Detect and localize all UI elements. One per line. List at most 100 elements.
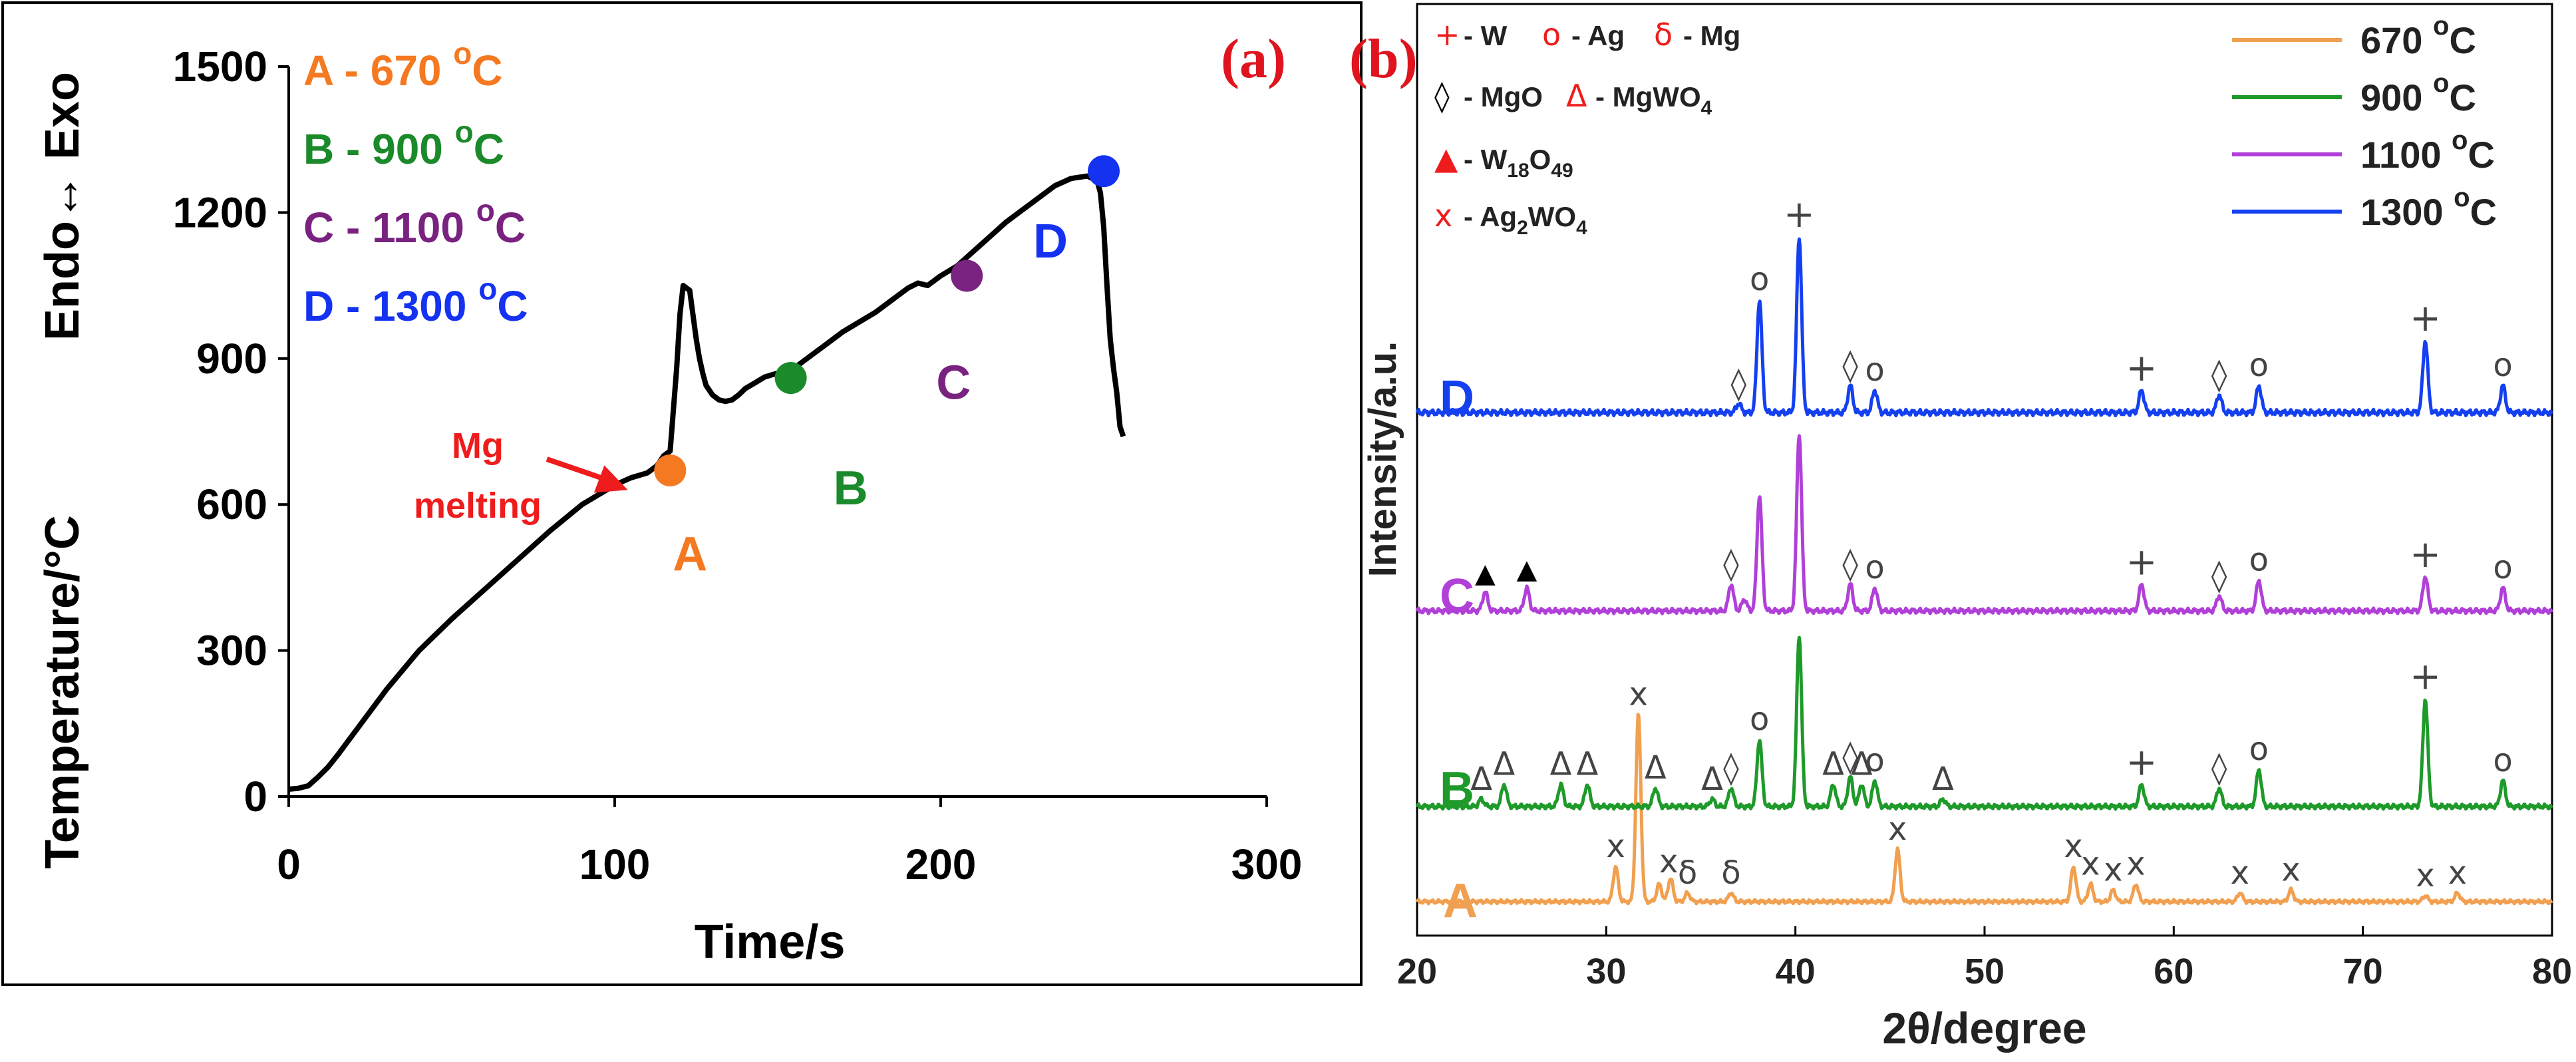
point-label-d: D <box>1033 215 1068 268</box>
peak-label: o <box>1750 701 1769 738</box>
peak-label: x <box>2231 854 2249 892</box>
point-a <box>654 454 687 487</box>
peak-label: x <box>2416 857 2434 894</box>
panel-b-traces <box>1415 237 2554 906</box>
peak-label: δ <box>1721 854 1740 892</box>
panel-b-x-tick-label: 50 <box>1965 952 2005 991</box>
panel-a-x-tick-label: 200 <box>905 840 977 888</box>
panel-b-label: (b) <box>1349 28 1418 90</box>
panel-a-x-tick-label: 100 <box>579 840 651 888</box>
panel-a-y-ticks: 0 300 600 900 1200 1500 <box>173 43 289 820</box>
series-label-b: B <box>1440 763 1474 816</box>
series-legend-label-1: 900 oC <box>2360 69 2476 118</box>
panel-a-frame <box>1 1 1363 986</box>
phase-mgwo4-symbol: Δ <box>1566 78 1587 114</box>
peak-label: ◊ <box>2211 749 2227 787</box>
panel-a-y-tick-label: 1200 <box>173 188 267 236</box>
phase-ag2wo4-symbol: x <box>1434 198 1452 234</box>
phase-w-text: - W <box>1464 20 1508 51</box>
panel-a-label: (a) <box>1221 28 1286 90</box>
peak-label: x <box>2281 851 2300 888</box>
peak-label: ▲ <box>1517 554 1537 585</box>
panel-a-x-axis-label: Time/s <box>695 916 846 969</box>
trace-a <box>1415 713 2553 906</box>
phase-w18o49-symbol: ▲ <box>1434 140 1458 176</box>
panel-b-x-tick-label: 20 <box>1397 952 1437 991</box>
trace-c <box>1415 434 2553 616</box>
peak-label: Δ <box>1550 745 1572 783</box>
panel-a-x-tick-label: 300 <box>1231 840 1303 888</box>
legend-item-a: A - 670 oC <box>303 36 503 94</box>
point-label-a: A <box>673 528 707 581</box>
peak-label: x <box>1629 675 1647 713</box>
panel-b-peak-labels: xxx δ δx xx x x x x x xΔ Δ Δ Δ Δ Δ ◊oΔ◊Δo Δ + ◊ o+o▲ ▲ ◊ ◊ o + ◊ o… <box>1470 193 2513 894</box>
peak-label: + <box>2126 347 2158 390</box>
peak-label: o <box>1865 742 1884 779</box>
point-label-c: C <box>936 356 971 409</box>
panel-b-x-tick-label: 30 <box>1586 952 1626 991</box>
series-legend-label-3: 1300 oC <box>2360 183 2497 233</box>
peak-label: x <box>2126 846 2145 883</box>
mg-melting-annotation: Mg melting <box>414 426 628 526</box>
legend-item-b: B - 900 oC <box>303 114 504 173</box>
series-label-c: C <box>1440 570 1474 623</box>
peak-label: ◊ <box>1842 545 1858 582</box>
panel-a-y-axis-label-endo-exo: Endo↔ Exo <box>36 72 89 341</box>
peak-label: o <box>2249 731 2269 768</box>
peak-label: + <box>1784 193 1815 236</box>
peak-label: + <box>2410 655 2441 699</box>
panel-b-x-tick-label: 80 <box>2532 952 2572 991</box>
peak-label: x <box>2448 854 2467 892</box>
panel-b-chart: 20 30 40 50 60 70 80 xxx δ δx xx x x x x x xΔ Δ Δ Δ Δ Δ ◊oΔ◊Δ… <box>1349 3 2572 1053</box>
phase-ag-symbol: o <box>1542 17 1561 53</box>
panel-a-y-tick-label: 300 <box>196 627 267 675</box>
peak-label: o <box>2249 542 2269 579</box>
peak-label: x <box>2104 851 2122 888</box>
panel-b-x-tick-label: 60 <box>2154 952 2193 991</box>
peak-label: x <box>1606 828 1625 865</box>
panel-b-y-axis-label: Intensity/a.u. <box>1361 341 1404 578</box>
series-label-d: D <box>1440 371 1474 425</box>
phase-mg-symbol: δ <box>1654 17 1673 53</box>
panel-b-x-tick-label: 40 <box>1776 952 1816 991</box>
peak-label: o <box>1865 549 1884 586</box>
panel-b-x-tick-label: 70 <box>2343 952 2383 991</box>
peak-label: ◊ <box>1842 738 1858 775</box>
panel-b-series-legend: 670 oC 900 oC 1100 oC 1300 oC <box>2232 11 2497 233</box>
phase-mg-text: - Mg <box>1683 20 1740 51</box>
series-legend-label-2: 1100 oC <box>2360 126 2495 176</box>
peak-label: + <box>2410 533 2441 576</box>
peak-label: Δ <box>1851 745 1873 783</box>
peak-label: o <box>1750 261 1769 298</box>
panel-a-legend: A - 670 oC B - 900 oC C - 1100 oC D - 1300 … <box>303 36 528 330</box>
panel-a-points: A B C D <box>654 155 1120 581</box>
peak-label: ◊ <box>2211 356 2227 393</box>
peak-label: + <box>2410 297 2441 340</box>
mg-melting-label-line1: Mg <box>452 426 504 466</box>
peak-label: o <box>1865 351 1884 389</box>
peak-label: Δ <box>1470 761 1492 798</box>
trace-d <box>1415 237 2554 418</box>
panel-a-y-tick-label: 1500 <box>173 43 267 90</box>
phase-mgo-symbol: ◊ <box>1434 78 1450 114</box>
point-c <box>951 260 983 292</box>
peak-label: ◊ <box>1842 347 1858 384</box>
legend-item-c: C - 1100 oC <box>303 193 526 252</box>
peak-label: ◊ <box>1731 365 1747 402</box>
peak-label: ◊ <box>1723 749 1739 787</box>
mg-melting-arrowhead <box>593 465 628 493</box>
peak-label: x <box>2064 828 2082 865</box>
panel-a-x-ticks: 0 100 200 300 <box>277 796 1302 888</box>
peak-label: + <box>2126 540 2158 584</box>
panel-a-axes <box>287 67 1267 798</box>
legend-item-d: D - 1300 oC <box>303 271 528 330</box>
mg-melting-label-line2: melting <box>414 486 542 526</box>
peak-label: x <box>1888 810 1907 848</box>
phase-mgwo4-text: - MgWO4 <box>1595 81 1712 119</box>
peak-label: Δ <box>1822 745 1844 783</box>
phase-ag-text: - Ag <box>1571 20 1625 51</box>
peak-label: Δ <box>1932 761 1954 798</box>
temperature-curve <box>288 173 1126 792</box>
panel-b-phase-legend: + - W o - Ag δ - Mg ◊ - MgO Δ - MgWO4 ▲ - W18O49 x - … <box>1434 17 1740 239</box>
